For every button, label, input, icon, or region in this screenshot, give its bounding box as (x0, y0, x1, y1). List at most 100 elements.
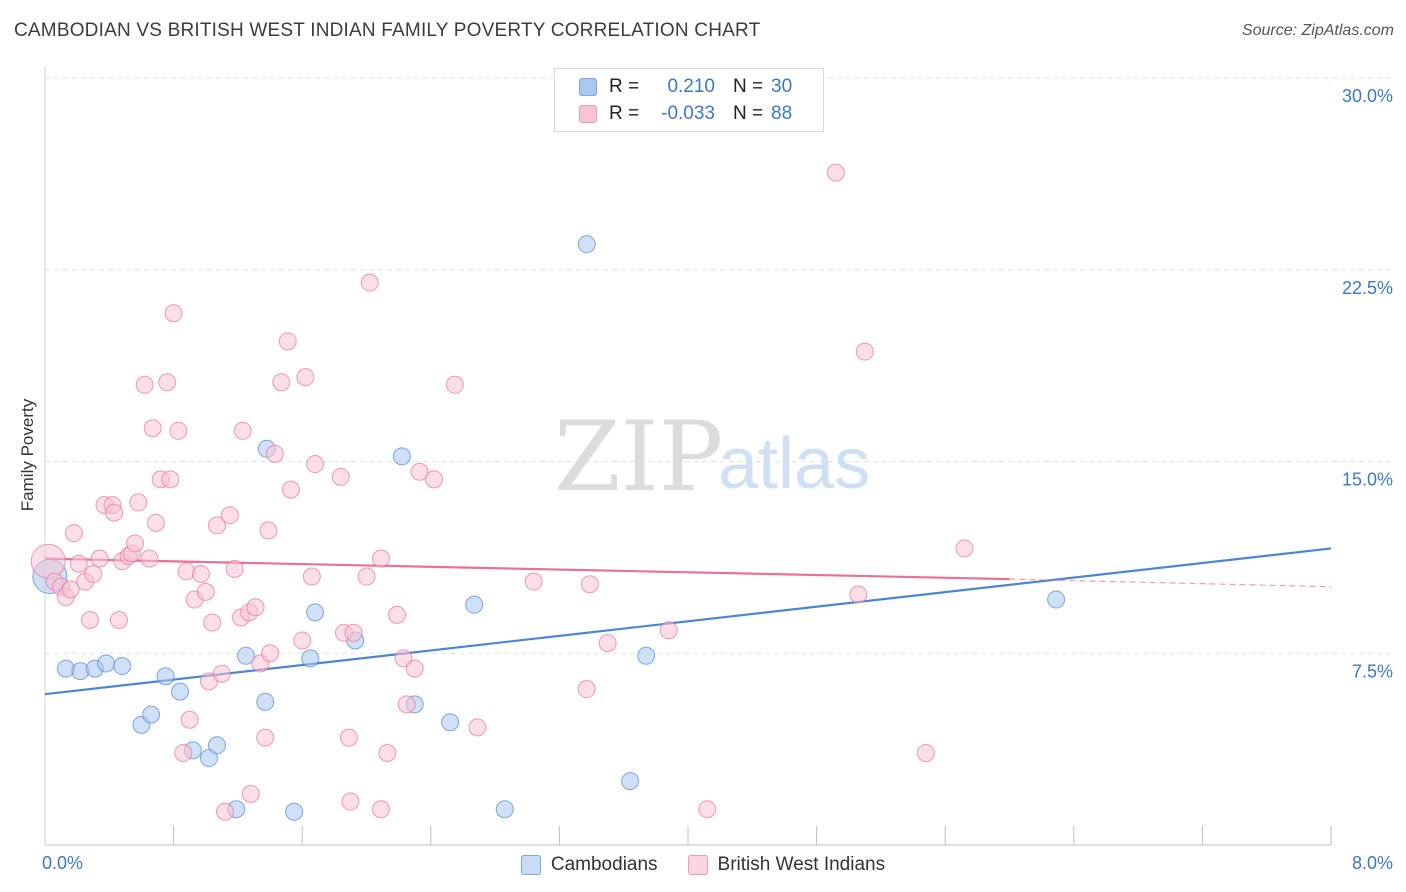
british-west-indians-point (64, 524, 83, 543)
n-label: N = (733, 103, 764, 124)
x-tick-labels: 0.0% 8.0% (42, 853, 1393, 873)
british-west-indians-point (161, 470, 180, 489)
watermark: ZIP atlas (554, 401, 870, 513)
british-west-indians-point (164, 304, 183, 323)
british-west-indians-point (344, 623, 363, 642)
british-west-indians-point (90, 549, 109, 568)
british-west-indians-point (259, 521, 278, 540)
axes (44, 66, 1332, 846)
watermark-zip: ZIP (554, 401, 723, 513)
british-west-indians-point (158, 373, 177, 392)
british-west-indians-point (397, 695, 416, 714)
british-west-indians-point (272, 373, 291, 392)
british-west-indians-point (371, 549, 390, 568)
legend-row-british-west-indians: R = -0.033 N = 88 (579, 101, 792, 127)
british-west-indians-point (378, 743, 397, 762)
legend-item-cambodians[interactable]: Cambodians (520, 854, 658, 876)
british-west-indians-point (81, 611, 100, 630)
chart-title: CAMBODIAN VS BRITISH WEST INDIAN FAMILY … (14, 20, 761, 41)
british-west-indians-point (208, 516, 227, 535)
british-west-indians-point (577, 680, 596, 699)
british-west-indians-point (468, 718, 487, 737)
n-label: N = (733, 76, 764, 97)
series-legend: Cambodians British West Indians (0, 852, 1406, 878)
legend-label-british-west-indians: British West Indians (717, 854, 886, 875)
cambodians-point (441, 713, 460, 732)
british-west-indians-point (281, 480, 300, 499)
british-west-indians-point (698, 800, 717, 819)
cambodians-point (495, 800, 514, 819)
british-west-indians-point (855, 342, 874, 361)
british-west-indians-point (302, 567, 321, 586)
y-tick-label: 30.0% (1342, 86, 1393, 106)
r-label: R = (609, 76, 640, 97)
r-value: 0.210 (667, 76, 715, 97)
n-value: 30 (771, 76, 793, 97)
british-west-indians-point (265, 444, 284, 463)
legend-label-cambodians: Cambodians (550, 854, 658, 875)
british-west-indians-point (410, 462, 429, 481)
british-west-indians-point (196, 582, 215, 601)
cambodians-point (208, 736, 227, 755)
british-west-indians-point (357, 567, 376, 586)
grid-lines (45, 77, 1392, 654)
legend-swatch-british-west-indians (687, 855, 708, 875)
british-west-indians-point (388, 605, 407, 624)
british-west-indians-point (580, 575, 599, 594)
british-west-indians-point (69, 554, 88, 573)
r-label: R = (609, 103, 640, 124)
cambodians-point (236, 646, 255, 665)
british-west-indians-point (659, 621, 678, 640)
source-label: Source: ZipAtlas.com (1241, 22, 1394, 39)
british-west-indians-point (220, 506, 239, 525)
british-west-indians-point (849, 585, 868, 604)
british-west-indians-point (191, 564, 210, 583)
cambodians-point (285, 802, 304, 821)
british-west-indians-point (169, 421, 188, 440)
british-west-indians-point (126, 534, 145, 553)
cambodians-point (621, 772, 640, 791)
british-west-indians-point (256, 728, 275, 747)
cambodians-point (637, 646, 656, 665)
british-west-indians-point (212, 664, 231, 683)
watermark-atlas: atlas (718, 424, 870, 504)
british-west-indians-point (598, 634, 617, 653)
british-west-indians-point (30, 543, 66, 579)
legend-row-cambodians: R = 0.210 N = 30 (579, 74, 792, 100)
y-tick-label: 22.5% (1342, 278, 1393, 298)
british-west-indians-point (360, 273, 379, 292)
cambodians-point (142, 705, 161, 724)
british-west-indians-point (296, 368, 315, 387)
british-west-indians-point (371, 800, 390, 819)
cambodians-point (301, 649, 320, 668)
british-west-indians-point (246, 598, 265, 617)
british-west-indians-point (203, 613, 222, 632)
british-west-indians-point (425, 470, 444, 489)
british-west-indians-point (306, 455, 325, 474)
british-west-indians-point (955, 539, 974, 558)
cambodians-point (256, 692, 275, 711)
cambodians-point (1047, 590, 1066, 609)
legend-swatch-cambodians (579, 78, 597, 96)
x-tick-label-max: 8.0% (1352, 853, 1393, 873)
british-west-indians-point (293, 631, 312, 650)
trend-line-1 (44, 557, 1010, 581)
correlation-legend: R = 0.210 N = 30 R = -0.033 N = 88 (554, 68, 824, 132)
trend-extension-1 (1009, 578, 1332, 588)
british-west-indians-point (61, 580, 80, 599)
legend-item-british-west-indians[interactable]: British West Indians (687, 854, 886, 876)
british-west-indians-point (84, 564, 103, 583)
british-west-indians-point (109, 611, 128, 630)
cambodians-point (156, 667, 175, 686)
cambodians-point (577, 235, 596, 254)
british-west-indians-point (180, 710, 199, 729)
cambodians-point (171, 682, 190, 701)
british-west-indians-point (278, 332, 297, 351)
x-tick-label-min: 0.0% (42, 853, 83, 873)
british-west-indians-point (174, 743, 193, 762)
british-west-indians-point (524, 572, 543, 591)
legend-swatch-british-west-indians (579, 105, 597, 123)
british-west-indians-point (241, 784, 260, 803)
british-west-indians-point (916, 743, 935, 762)
british-west-indians-point (129, 493, 148, 512)
